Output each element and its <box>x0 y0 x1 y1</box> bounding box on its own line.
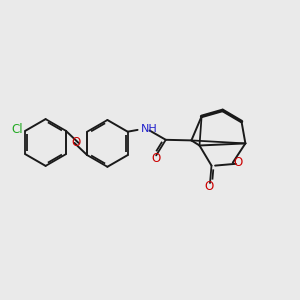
Text: NH: NH <box>141 124 158 134</box>
Text: O: O <box>234 156 243 169</box>
Text: O: O <box>72 136 81 149</box>
Text: Cl: Cl <box>11 123 23 136</box>
Text: O: O <box>205 180 214 194</box>
Text: O: O <box>151 152 160 166</box>
